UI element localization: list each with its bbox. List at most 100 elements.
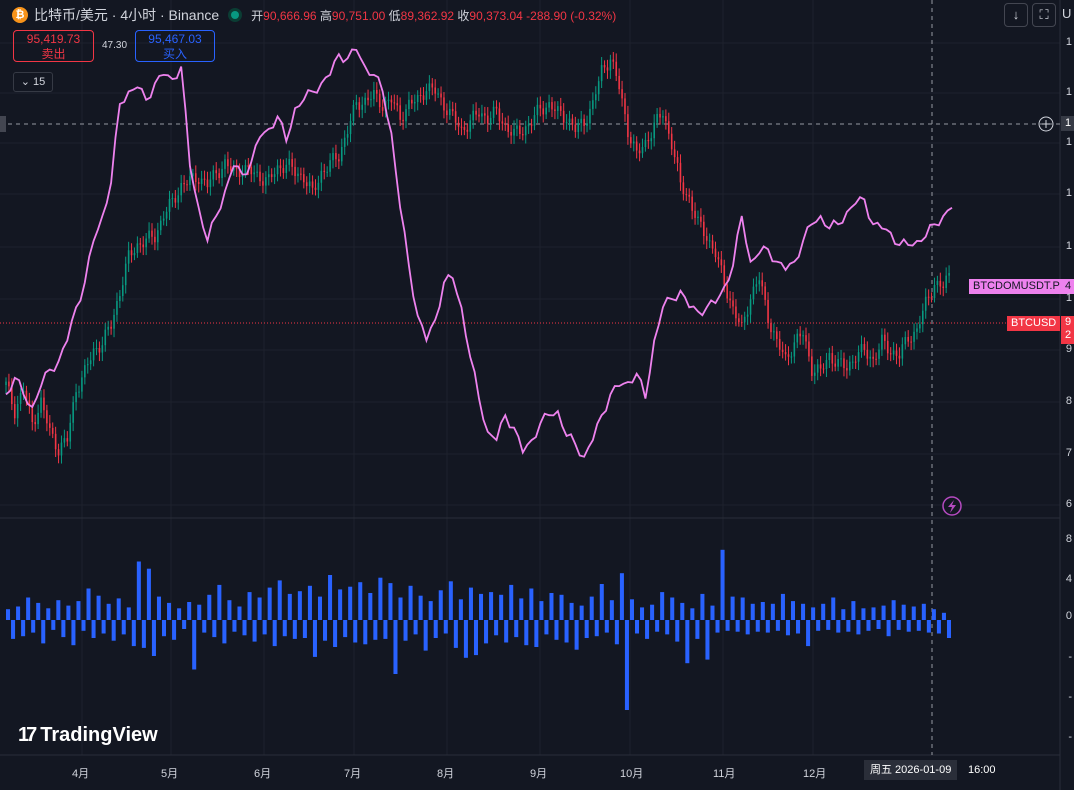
volume-bar-24 <box>126 607 131 620</box>
candle-body-280 <box>822 368 825 370</box>
volume-bar-40 <box>207 594 212 620</box>
volume-bar-57 <box>292 620 297 639</box>
candle-body-299 <box>878 349 880 359</box>
volume-bar-144 <box>730 596 735 620</box>
volume-bar-142 <box>720 549 725 620</box>
volume-bar-125 <box>634 620 640 634</box>
candle-body-90 <box>267 174 270 178</box>
candle-body-19 <box>60 442 63 456</box>
candle-body-158 <box>466 129 469 132</box>
candle-body-209 <box>615 61 618 76</box>
candle-body-110 <box>326 171 328 173</box>
candle-body-239 <box>703 221 705 237</box>
candle-body-162 <box>478 114 480 117</box>
volume-bar-62 <box>317 596 323 620</box>
volume-bar-12 <box>66 605 71 620</box>
candle-body-2 <box>11 386 13 405</box>
fullscreen-button[interactable]: ⛶ <box>1032 3 1056 27</box>
volume-bar-110 <box>559 594 564 620</box>
candle-body-132 <box>390 99 393 103</box>
download-button[interactable]: ↓ <box>1004 3 1028 27</box>
candle-body-313 <box>919 324 921 329</box>
volume-tick-5: - <box>1068 731 1072 743</box>
candle-body-53 <box>159 220 162 231</box>
volume-bar-98 <box>499 594 504 620</box>
volume-bar-37 <box>192 620 197 670</box>
volume-bar-151 <box>765 620 770 633</box>
candle-body-304 <box>892 350 895 355</box>
indicator-toggle[interactable]: ⌄ 15 <box>13 72 53 92</box>
candle-body-116 <box>343 137 346 147</box>
candle-body-141 <box>416 95 419 102</box>
volume-bar-100 <box>509 584 514 620</box>
candle-body-233 <box>685 194 688 196</box>
candle-body-274 <box>805 335 807 342</box>
volume-bar-78 <box>398 597 403 620</box>
candle-body-232 <box>682 182 685 195</box>
buy-button[interactable]: 95,467.03 买入 <box>135 30 215 62</box>
candle-body-276 <box>811 356 813 376</box>
volume-bar-175 <box>886 620 891 637</box>
candle-body-50 <box>151 230 153 237</box>
volume-bar-174 <box>881 605 886 620</box>
sell-button[interactable]: 95,419.73 卖出 <box>13 30 94 62</box>
candle-body-322 <box>945 275 947 288</box>
tradingview-mark-icon: 17 <box>18 724 37 746</box>
candle-body-201 <box>592 100 594 109</box>
volume-bar-147 <box>745 620 750 635</box>
btcusd-candles <box>5 51 950 464</box>
candle-body-37 <box>113 314 115 329</box>
candle-body-303 <box>889 353 892 355</box>
low-value: 89,362.92 <box>400 8 455 23</box>
crosshair-plus-icon[interactable] <box>1038 116 1054 132</box>
volume-bar-152 <box>770 603 775 620</box>
candle-body-22 <box>69 422 72 442</box>
tradingview-logo[interactable]: 17 TradingView <box>18 724 158 747</box>
candle-body-63 <box>189 176 191 185</box>
volume-bar-157 <box>796 620 801 634</box>
candle-body-148 <box>437 93 439 95</box>
volume-bar-148 <box>750 603 755 620</box>
candle-body-144 <box>425 91 428 100</box>
candle-body-165 <box>486 115 489 124</box>
candle-body-221 <box>650 138 653 142</box>
volume-bar-106 <box>539 601 544 620</box>
candle-body-29 <box>89 360 92 365</box>
volume-bar-43 <box>222 620 227 644</box>
candle-body-175 <box>516 125 518 129</box>
candle-body-14 <box>46 410 48 424</box>
candle-body-84 <box>250 167 253 175</box>
volume-bar-173 <box>876 620 881 629</box>
volume-bar-83 <box>423 620 428 651</box>
cursor-date-label: 周五 2026-01-09 <box>864 760 958 780</box>
candle-body-70 <box>209 179 212 188</box>
candle-body-318 <box>933 284 936 298</box>
candle-body-0 <box>5 381 7 385</box>
volume-bar-13 <box>71 620 76 646</box>
candle-body-296 <box>869 356 872 359</box>
month-tick-7: 11月 <box>713 768 736 780</box>
month-tick-2: 6月 <box>254 768 272 780</box>
candle-body-185 <box>545 107 547 115</box>
candle-body-137 <box>405 109 407 122</box>
candle-body-157 <box>463 126 466 130</box>
candle-body-245 <box>720 259 723 266</box>
candle-body-9 <box>31 405 34 423</box>
candle-body-34 <box>104 329 107 346</box>
candle-body-272 <box>799 333 801 337</box>
candle-body-266 <box>781 349 784 353</box>
candle-body-182 <box>536 104 539 116</box>
volume-bar-1 <box>11 620 16 639</box>
candle-body-129 <box>381 107 384 111</box>
candle-body-75 <box>224 159 226 169</box>
volume-bar-121 <box>614 620 619 645</box>
candle-body-31 <box>95 348 98 350</box>
candle-body-103 <box>305 182 308 187</box>
candle-body-219 <box>644 139 647 148</box>
candle-body-170 <box>501 121 504 124</box>
candle-body-78 <box>232 167 235 171</box>
volume-bar-179 <box>906 620 911 632</box>
symbol-title[interactable]: 比特币/美元 · 4小时 · Binance <box>34 7 220 23</box>
volume-bar-67 <box>343 620 348 638</box>
